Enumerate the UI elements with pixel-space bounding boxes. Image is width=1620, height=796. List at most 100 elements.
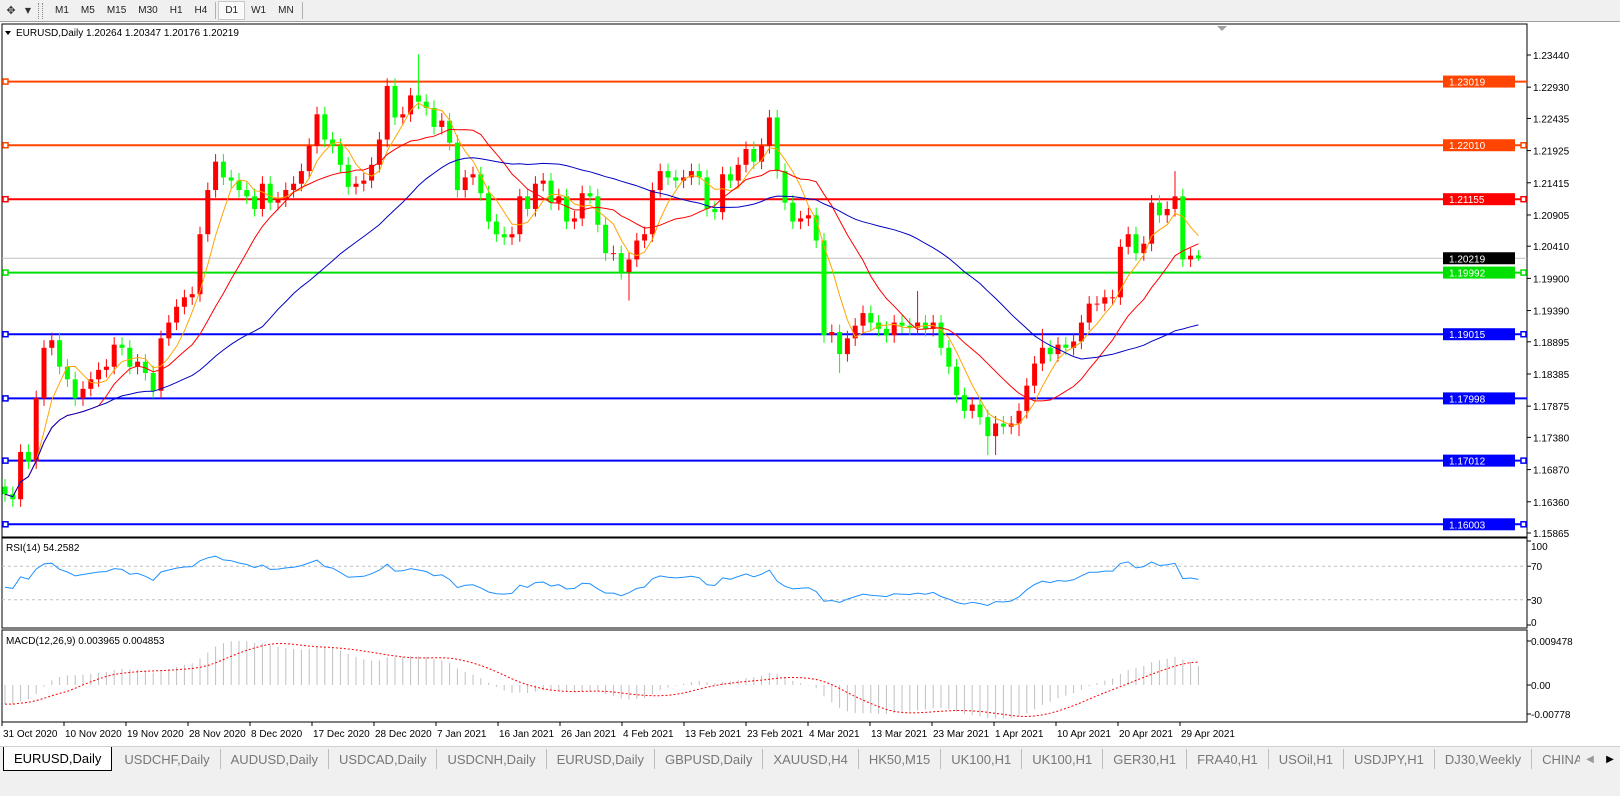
level-anchor-handle[interactable]: [2, 141, 9, 149]
candle[interactable]: [252, 188, 258, 217]
candle[interactable]: [1180, 188, 1186, 268]
candle[interactable]: [103, 359, 109, 378]
scroll-right-icon[interactable]: ▶: [1606, 753, 1614, 765]
timeframe-button-w1[interactable]: W1: [251, 5, 267, 16]
candle[interactable]: [642, 226, 648, 249]
candle[interactable]: [361, 173, 367, 192]
candle[interactable]: [57, 332, 63, 375]
candle[interactable]: [556, 188, 562, 211]
level-anchor-handle[interactable]: [2, 195, 9, 203]
candle[interactable]: [579, 185, 585, 227]
candle[interactable]: [462, 169, 468, 198]
chart-tab[interactable]: UK100,H1: [941, 749, 1023, 769]
level-anchor-handle[interactable]: [2, 395, 9, 402]
toolbar-grip[interactable]: [38, 2, 43, 19]
candle[interactable]: [314, 106, 320, 154]
candle[interactable]: [821, 232, 827, 343]
candle[interactable]: [727, 166, 733, 189]
chart-tab[interactable]: USDJPY,H1: [1344, 749, 1435, 769]
candle[interactable]: [603, 217, 609, 261]
crosshair-icon[interactable]: ✥: [6, 4, 16, 17]
candle[interactable]: [275, 191, 281, 211]
candle[interactable]: [907, 318, 913, 336]
candle[interactable]: [993, 415, 999, 456]
timeframe-button-m30[interactable]: M30: [138, 5, 158, 16]
candle[interactable]: [1164, 201, 1170, 223]
candle[interactable]: [33, 390, 39, 469]
level-anchor-handle[interactable]: [1520, 195, 1527, 203]
candle[interactable]: [509, 226, 515, 245]
candle[interactable]: [673, 169, 679, 189]
chart-tab[interactable]: XAUUSD,H4: [763, 749, 859, 769]
candle[interactable]: [1110, 289, 1116, 305]
candle[interactable]: [306, 138, 312, 179]
candle[interactable]: [1188, 248, 1194, 268]
candle[interactable]: [189, 286, 195, 305]
candle[interactable]: [384, 78, 390, 148]
candle[interactable]: [1149, 195, 1155, 252]
timeframe-button-m5[interactable]: M5: [80, 5, 95, 16]
candle[interactable]: [408, 87, 414, 122]
candle[interactable]: [228, 169, 234, 189]
candle[interactable]: [868, 305, 874, 331]
candle[interactable]: [423, 94, 429, 116]
candle[interactable]: [938, 314, 944, 356]
candle[interactable]: [1156, 195, 1162, 223]
candle[interactable]: [649, 182, 655, 242]
chart-tab[interactable]: USDCAD,Daily: [329, 749, 438, 769]
candle[interactable]: [969, 397, 975, 419]
candle[interactable]: [2, 479, 8, 502]
candle[interactable]: [345, 157, 351, 195]
timeframe-button-m15[interactable]: M15: [106, 5, 127, 16]
candle[interactable]: [369, 157, 375, 189]
timeframe-button-mn[interactable]: MN: [278, 5, 294, 16]
candle[interactable]: [564, 188, 570, 230]
level-anchor-handle[interactable]: [1520, 457, 1527, 464]
level-anchor-handle[interactable]: [1520, 141, 1527, 149]
chart-tab[interactable]: EURUSD,Daily: [547, 749, 655, 769]
candle[interactable]: [41, 340, 47, 406]
candle[interactable]: [891, 314, 897, 343]
candle[interactable]: [1063, 337, 1069, 356]
chart-tab[interactable]: USOil,H1: [1269, 749, 1344, 769]
candle[interactable]: [322, 106, 328, 148]
chart-shift-marker-icon[interactable]: [1217, 26, 1227, 31]
candle[interactable]: [501, 226, 507, 245]
candle[interactable]: [72, 371, 78, 406]
chart-tab[interactable]: FRA40,H1: [1187, 749, 1269, 769]
candle[interactable]: [64, 359, 70, 387]
candle[interactable]: [712, 201, 718, 220]
candle[interactable]: [657, 163, 663, 198]
candle[interactable]: [1172, 171, 1178, 217]
candle[interactable]: [587, 185, 593, 204]
candle[interactable]: [1117, 239, 1123, 305]
scroll-left-icon[interactable]: ◀: [1586, 753, 1594, 765]
candle[interactable]: [244, 182, 250, 204]
candle[interactable]: [1195, 250, 1201, 261]
candle[interactable]: [805, 207, 811, 227]
candle[interactable]: [1086, 296, 1092, 331]
candle[interactable]: [415, 54, 421, 110]
candle[interactable]: [571, 210, 577, 230]
candle[interactable]: [267, 176, 273, 211]
candle[interactable]: [696, 163, 702, 185]
candle[interactable]: [220, 154, 226, 185]
candle[interactable]: [392, 78, 398, 126]
candle[interactable]: [977, 397, 983, 425]
candle[interactable]: [353, 176, 359, 195]
candle[interactable]: [774, 109, 780, 179]
candle[interactable]: [283, 182, 289, 208]
candle[interactable]: [782, 163, 788, 211]
candle[interactable]: [798, 210, 804, 230]
candle[interactable]: [532, 176, 538, 217]
candle[interactable]: [174, 299, 180, 331]
candle[interactable]: [985, 409, 991, 456]
candle[interactable]: [1016, 403, 1022, 437]
candle[interactable]: [493, 214, 499, 242]
chart-tab[interactable]: UK100,H1: [1022, 749, 1104, 769]
candle[interactable]: [25, 444, 31, 469]
candle[interactable]: [454, 135, 460, 198]
candle[interactable]: [688, 163, 694, 185]
collapse-triangle-icon[interactable]: [5, 31, 11, 35]
level-anchor-handle[interactable]: [2, 457, 9, 464]
